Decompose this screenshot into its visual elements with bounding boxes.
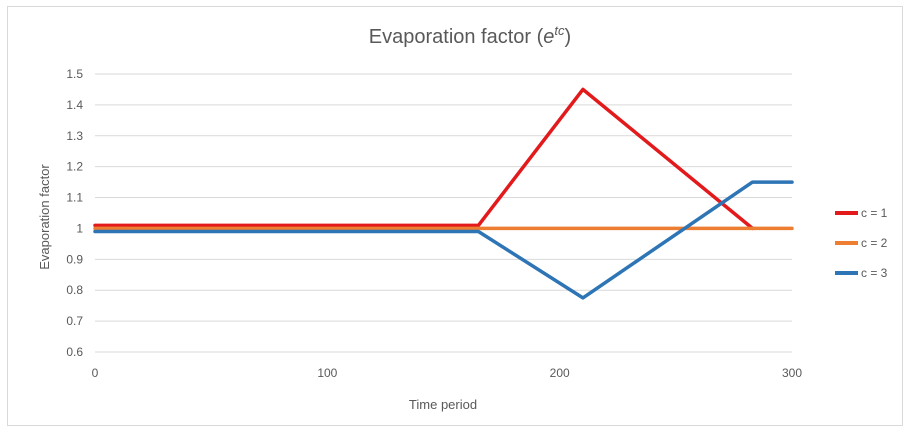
x-tick-label: 300 <box>782 366 802 380</box>
y-tick-label: 1.5 <box>66 67 83 81</box>
chart-title: Evaporation factor (etc) <box>369 23 571 48</box>
y-tick-label: 1.2 <box>66 160 83 174</box>
y-axis-ticks: 0.6 0.7 0.8 0.9 1 1.1 1.2 1.3 1.4 1.5 <box>66 67 83 359</box>
legend-label-c1: c = 1 <box>861 206 888 220</box>
y-tick-label: 1 <box>76 221 83 235</box>
y-tick-label: 0.7 <box>66 314 83 328</box>
legend: c = 1 c = 2 c = 3 <box>835 206 888 280</box>
x-tick-label: 100 <box>317 366 337 380</box>
chart-title-suffix: ) <box>565 26 572 48</box>
series-line-c1 <box>93 87 755 231</box>
chart-frame <box>7 6 903 426</box>
y-tick-label: 0.6 <box>66 345 83 359</box>
legend-label-c3: c = 3 <box>861 266 888 280</box>
x-axis-title: Time period <box>409 397 477 412</box>
x-tick-label: 0 <box>92 366 99 380</box>
y-tick-label: 0.9 <box>66 252 83 266</box>
x-axis-ticks: 0 100 200 300 <box>92 366 803 380</box>
y-tick-label: 1.1 <box>66 191 83 205</box>
series-lines <box>93 87 794 300</box>
chart-title-prefix: Evaporation factor ( <box>369 26 544 48</box>
y-tick-label: 0.8 <box>66 283 83 297</box>
legend-label-c2: c = 2 <box>861 236 888 250</box>
y-tick-label: 1.4 <box>66 98 83 112</box>
series-line-c3 <box>93 180 794 300</box>
y-tick-label: 1.3 <box>66 129 83 143</box>
chart-title-math-sup: tc <box>554 23 565 38</box>
y-axis-title: Evaporation factor <box>37 164 52 270</box>
chart-title-math-base: e <box>543 26 554 48</box>
gridlines <box>95 73 792 353</box>
x-tick-label: 200 <box>550 366 570 380</box>
